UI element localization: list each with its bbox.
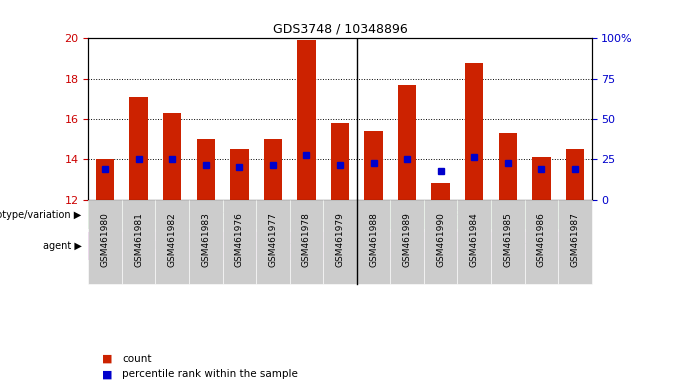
Bar xyxy=(357,232,458,260)
Text: GSM461978: GSM461978 xyxy=(302,212,311,267)
Bar xyxy=(465,63,483,200)
Text: GSM461985: GSM461985 xyxy=(503,212,512,267)
Text: wild type: wild type xyxy=(197,210,248,220)
Text: GSM461983: GSM461983 xyxy=(201,212,210,267)
Bar xyxy=(364,131,383,200)
Title: GDS3748 / 10348896: GDS3748 / 10348896 xyxy=(273,23,407,36)
Text: GSM461986: GSM461986 xyxy=(537,212,546,267)
Text: GSM461979: GSM461979 xyxy=(335,212,345,267)
Bar xyxy=(88,232,222,260)
Bar xyxy=(197,139,215,200)
Bar xyxy=(264,139,282,200)
Bar xyxy=(498,133,517,200)
Text: GSM461990: GSM461990 xyxy=(436,212,445,267)
Text: agent ▶: agent ▶ xyxy=(43,241,82,251)
Bar xyxy=(330,123,350,200)
Text: GSM461987: GSM461987 xyxy=(571,212,579,267)
Bar xyxy=(297,40,316,200)
Bar xyxy=(222,232,357,260)
Text: GSM461984: GSM461984 xyxy=(470,212,479,267)
Bar xyxy=(532,157,551,200)
Text: GSM461981: GSM461981 xyxy=(134,212,143,267)
Text: GSM461977: GSM461977 xyxy=(269,212,277,267)
Text: count: count xyxy=(122,354,152,364)
Bar xyxy=(88,201,357,229)
Text: genotype/variation ▶: genotype/variation ▶ xyxy=(0,210,82,220)
Text: GSM461988: GSM461988 xyxy=(369,212,378,267)
Text: DEHP: DEHP xyxy=(140,241,171,251)
Bar xyxy=(398,85,416,200)
Bar xyxy=(163,113,182,200)
Text: ■: ■ xyxy=(102,354,112,364)
Text: PPAR knockout: PPAR knockout xyxy=(433,210,515,220)
Text: DEHP: DEHP xyxy=(392,241,422,251)
Bar xyxy=(357,201,592,229)
Text: percentile rank within the sample: percentile rank within the sample xyxy=(122,369,299,379)
Bar xyxy=(129,97,148,200)
Bar xyxy=(431,182,450,200)
Text: control: control xyxy=(271,241,309,251)
Text: GSM461989: GSM461989 xyxy=(403,212,411,267)
Bar xyxy=(96,159,114,200)
Bar xyxy=(458,232,592,260)
Text: GSM461976: GSM461976 xyxy=(235,212,244,267)
Text: ■: ■ xyxy=(102,369,112,379)
Bar xyxy=(566,149,584,200)
Text: control: control xyxy=(505,241,544,251)
Bar xyxy=(230,149,249,200)
Text: GSM461982: GSM461982 xyxy=(168,212,177,267)
Text: GSM461980: GSM461980 xyxy=(101,212,109,267)
